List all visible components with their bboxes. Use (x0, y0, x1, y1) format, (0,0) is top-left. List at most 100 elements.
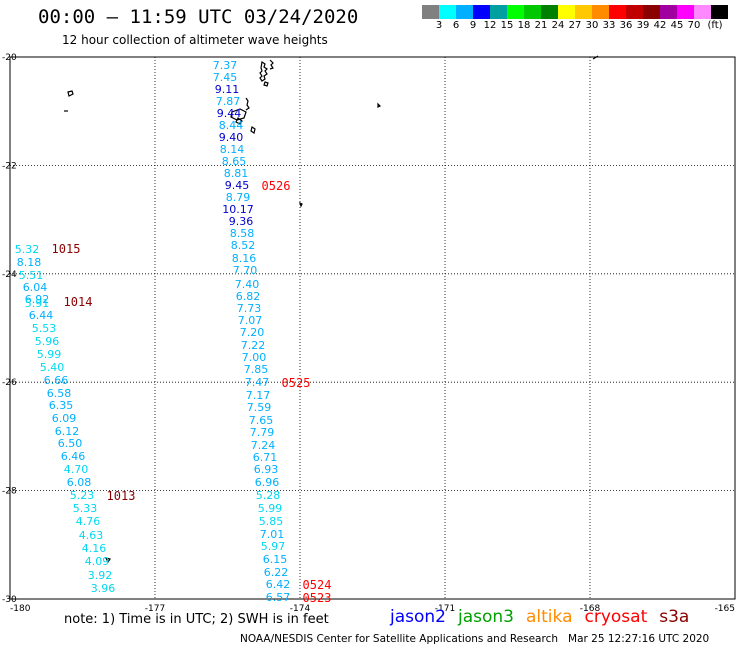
wave-height-value: 6.50 (58, 437, 83, 450)
wave-height-value: 7.17 (246, 389, 271, 402)
wave-height-value: 5.96 (35, 335, 60, 348)
colorbar-swatch (473, 5, 490, 19)
wave-height-value: 7.00 (242, 351, 267, 364)
credit-timestamp: Mar 25 12:27:16 UTC 2020 (568, 633, 710, 645)
wave-height-value: 10.17 (222, 203, 254, 216)
colorbar-swatch (694, 5, 711, 19)
colorbar-swatch (456, 5, 473, 19)
colorbar-label: 36 (619, 20, 633, 31)
wave-height-value: 5.33 (73, 502, 98, 515)
wave-height-value: 6.71 (253, 451, 278, 464)
wave-height-value: 6.04 (23, 281, 48, 294)
wave-height-value: 8.65 (222, 155, 247, 168)
wave-height-value: 7.59 (247, 401, 272, 414)
latitude-tick-label: -26 (2, 378, 17, 388)
wave-height-value: 3.96 (91, 582, 116, 595)
colorbar-swatch (507, 5, 524, 19)
wave-height-value: 7.87 (216, 95, 241, 108)
wave-height-value: 5.28 (256, 489, 281, 502)
colorbar-swatch (422, 5, 439, 19)
wave-height-value: 8.16 (232, 252, 257, 265)
colorbar-label: 15 (500, 20, 514, 31)
wave-height-value: 6.42 (266, 578, 291, 591)
colorbar-label: 3 (435, 20, 443, 31)
wave-height-value: 5.91 (25, 297, 50, 310)
page-subtitle: 12 hour collection of altimeter wave hei… (62, 33, 328, 47)
wave-height-value: 9.36 (229, 215, 254, 228)
wave-height-value: 6.22 (264, 566, 289, 579)
latitude-tick-label: -22 (2, 161, 17, 171)
satellite-legend-item: s3a (659, 607, 690, 627)
latitude-tick-label: -28 (2, 487, 17, 497)
island-outlines (64, 55, 599, 564)
colorbar-label: 27 (568, 20, 582, 31)
wave-height-value: 7.45 (213, 71, 238, 84)
wave-height-value: 6.35 (49, 399, 74, 412)
wave-height-value: 6.15 (263, 553, 288, 566)
wave-height-value: 7.79 (250, 426, 275, 439)
wave-height-value: 9.44 (217, 107, 242, 120)
footnote: note: 1) Time is in UTC; 2) SWH is in fe… (64, 612, 329, 627)
colorbar-swatch (609, 5, 626, 19)
wave-height-value: 8.79 (226, 191, 251, 204)
wave-height-value: 7.47 (245, 376, 270, 389)
island-outline (259, 60, 268, 82)
wave-height-value: 6.46 (61, 450, 86, 463)
colorbar-label: 12 (483, 20, 497, 31)
colorbar-label: 21 (534, 20, 548, 31)
wave-height-value: 6.08 (67, 476, 92, 489)
wave-height-value: 7.40 (235, 278, 260, 291)
wave-height-value: 8.14 (220, 143, 245, 156)
colorbar-label: 33 (602, 20, 616, 31)
wave-height-value: 6.57 (266, 591, 291, 604)
colorbar-swatch (660, 5, 677, 19)
island-outline (298, 201, 303, 208)
island-outline (263, 81, 269, 87)
wave-height-value: 6.92 (25, 293, 50, 306)
colorbar-label: 30 (585, 20, 599, 31)
longitude-tick-label: -177 (145, 604, 165, 614)
colorbar-swatch (592, 5, 609, 19)
wave-height-value: 7.01 (260, 528, 285, 541)
map-frame (9, 56, 736, 600)
island-outline (377, 102, 382, 108)
colorbar-label: 42 (653, 20, 667, 31)
wave-height-value: 5.99 (258, 502, 283, 515)
colorbar-swatch (643, 5, 660, 19)
colorbar-swatch (626, 5, 643, 19)
colorbar-swatch (575, 5, 592, 19)
wave-height-labels: 7.377.459.117.879.448.449.408.148.658.81… (15, 59, 291, 604)
wave-height-value: 8.18 (17, 256, 42, 269)
pass-id-label: 0524 (303, 578, 332, 592)
wave-height-value: 4.16 (82, 542, 107, 555)
satellite-legend-item: altika (526, 607, 573, 627)
satellite-legend-item: cryosat (584, 607, 648, 627)
wave-height-value: 5.97 (261, 540, 286, 553)
colorbar-swatch (541, 5, 558, 19)
colorbar-swatch (524, 5, 541, 19)
wave-height-value: 6.58 (47, 387, 72, 400)
wave-height-value: 5.85 (259, 515, 284, 528)
latitude-tick-label: -20 (2, 53, 17, 63)
longitude-tick-label: -171 (435, 604, 455, 614)
latitude-tick-label: -24 (2, 270, 17, 280)
latitude-tick-label: -30 (2, 595, 17, 605)
credit-text: NOAA/NESDIS Center for Satellite Applica… (240, 633, 558, 645)
colorbar-label: 18 (517, 20, 531, 31)
pass-id-label: 0525 (282, 376, 311, 390)
island-outline (230, 108, 247, 121)
page-title: 00:00 – 11:59 UTC 03/24/2020 (38, 6, 359, 28)
axis-labels: -180 -177 -174 -171 -168 -165 -20 -22 -24 -26 -28 -… (2, 53, 735, 614)
wave-height-value: 7.85 (244, 363, 269, 376)
wave-height-value: 5.53 (32, 322, 57, 335)
credit-line: NOAA/NESDIS Center for Satellite Applica… (240, 633, 709, 645)
wave-height-value: 7.07 (238, 314, 263, 327)
pass-id-label: 1014 (64, 295, 93, 309)
wave-height-value: 3.92 (88, 569, 113, 582)
colorbar-label: 9 (469, 20, 477, 31)
island-outline (269, 59, 274, 70)
colorbar-swatch (711, 5, 728, 19)
wave-height-value: 6.44 (29, 309, 54, 322)
wave-height-value: 7.20 (240, 326, 265, 339)
